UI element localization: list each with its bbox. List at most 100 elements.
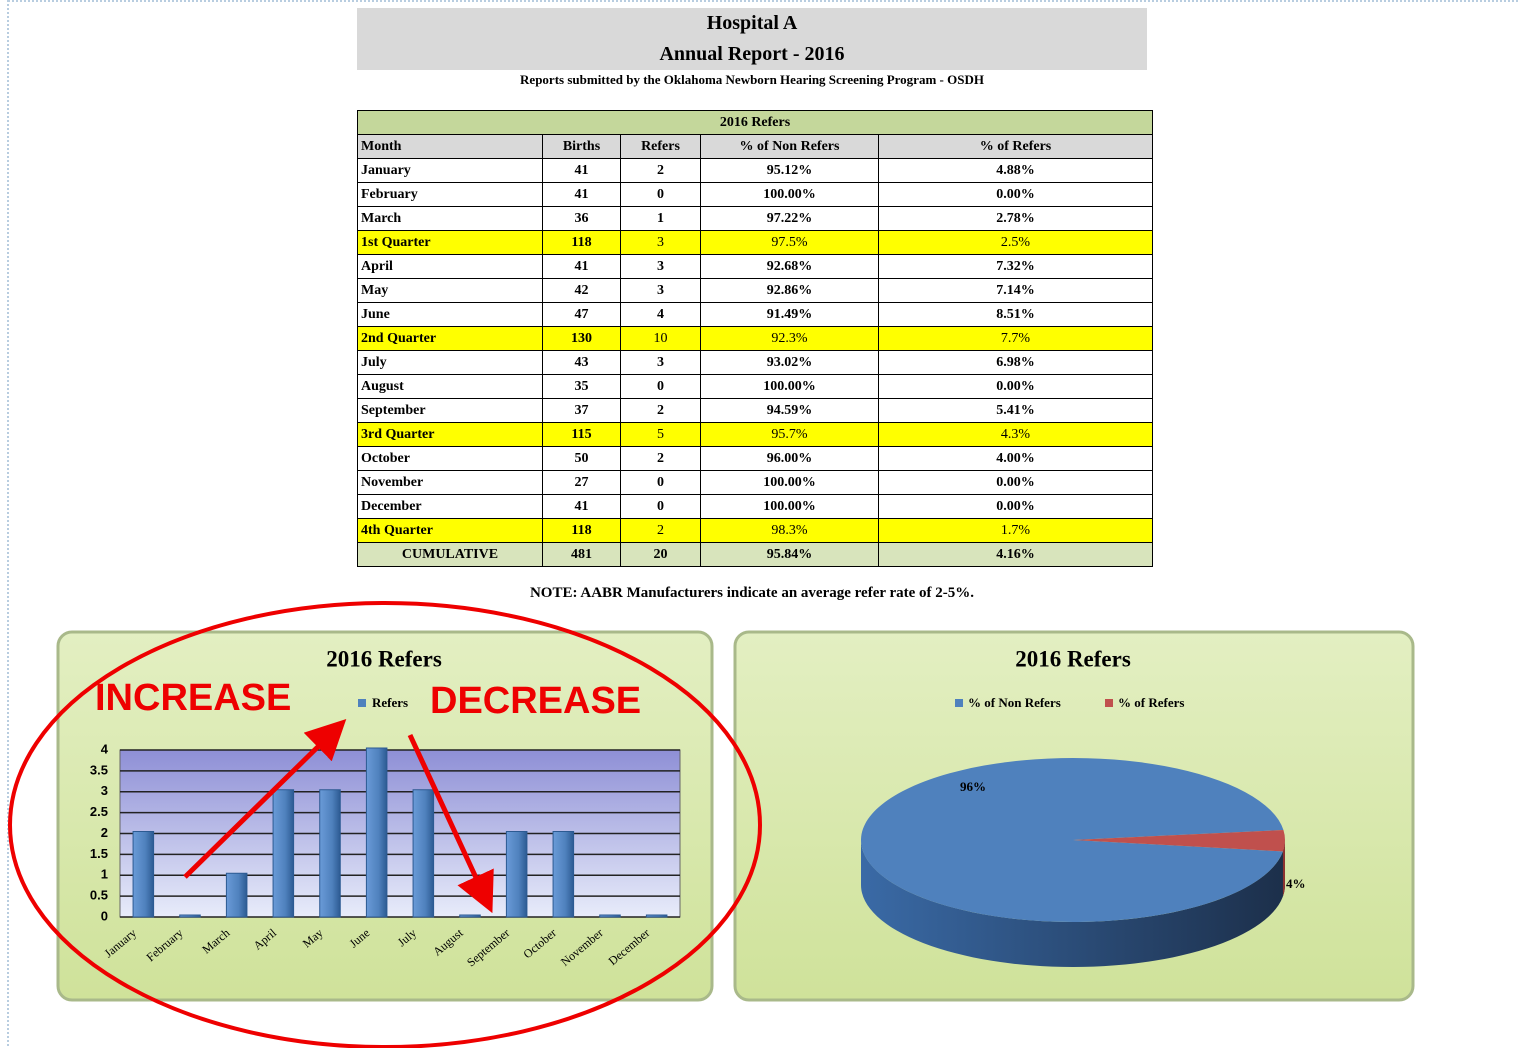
table-row: CUMULATIVE 481 20 95.84% 4.16% — [357, 542, 1153, 567]
table-cell: 4.88% — [878, 158, 1153, 183]
y-tick-label: 0.5 — [90, 888, 108, 903]
pie-slice-side — [1282, 840, 1285, 897]
pie-slice — [1073, 830, 1285, 852]
table-cell: 3 — [620, 278, 701, 303]
table-cell: 95.84% — [700, 542, 879, 567]
y-tick-label: 2 — [101, 825, 108, 840]
refers-table: 2016 Refers Month Births Refers% of Non Ref… — [357, 110, 1153, 567]
table-cell: 4.00% — [878, 446, 1153, 471]
table-row: January 41 2 95.12% 4.88% — [357, 158, 1153, 183]
table-cell: 37 — [542, 398, 621, 423]
table-row: November 27 0 100.00% 0.00% — [357, 470, 1153, 495]
column-header: Month — [357, 134, 543, 159]
table-cell: 100.00% — [700, 374, 879, 399]
table-cell: 4th Quarter — [357, 518, 543, 543]
table-row: 3rd Quarter 115 5 95.7% 4.3% — [357, 422, 1153, 447]
highlight-ellipse — [8, 601, 762, 1048]
bar — [319, 789, 341, 918]
table-cell: 1.7% — [878, 518, 1153, 543]
table-title: 2016 Refers — [357, 110, 1153, 135]
y-tick-label: 1.5 — [90, 846, 108, 861]
table-row: September 37 2 94.59% 5.41% — [357, 398, 1153, 423]
column-header: Births — [542, 134, 621, 159]
table-cell: 2 — [620, 158, 701, 183]
table-cell: 41 — [542, 182, 621, 207]
table-cell: 2.5% — [878, 230, 1153, 255]
table-cell: 0.00% — [878, 494, 1153, 519]
chart-title: 2016 Refers — [1015, 646, 1131, 671]
table-cell: November — [357, 470, 543, 495]
pie-side — [861, 840, 1285, 967]
table-cell: 6.98% — [878, 350, 1153, 375]
bar — [365, 747, 388, 918]
table-cell: 95.7% — [700, 422, 879, 447]
table-cell: 0.00% — [878, 470, 1153, 495]
table-row: August 35 0 100.00% 0.00% — [357, 374, 1153, 399]
legend-swatch — [358, 699, 366, 707]
table-row: December 41 0 100.00% 0.00% — [357, 494, 1153, 519]
table-cell: 93.02% — [700, 350, 879, 375]
table-cell: 2nd Quarter — [357, 326, 543, 351]
table-cell: 92.86% — [700, 278, 879, 303]
table-cell: December — [357, 494, 543, 519]
y-tick-label: 1 — [101, 867, 108, 882]
bar — [599, 914, 621, 918]
table-cell: August — [357, 374, 543, 399]
table-title-row: 2016 Refers — [357, 110, 1153, 135]
table-cell: 7.14% — [878, 278, 1153, 303]
y-tick-label: 0 — [101, 908, 108, 923]
column-header: Refers — [620, 134, 701, 159]
table-cell: 2.78% — [878, 206, 1153, 231]
pie-label: 4% — [1286, 876, 1306, 891]
report-header: Hospital A Annual Report - 2016 — [357, 8, 1147, 70]
y-tick-label: 3.5 — [90, 762, 108, 777]
table-row: October 50 2 96.00% 4.00% — [357, 446, 1153, 471]
table-cell: 481 — [542, 542, 621, 567]
table-cell: 0 — [620, 374, 701, 399]
table-cell: 4.16% — [878, 542, 1153, 567]
table-row: 4th Quarter 118 2 98.3% 1.7% — [357, 518, 1153, 543]
table-cell: 98.3% — [700, 518, 879, 543]
table-row: April 41 3 92.68% 7.32% — [357, 254, 1153, 279]
bar — [552, 831, 575, 918]
chart-title: 2016 Refers — [326, 646, 442, 671]
y-tick-label: 4 — [101, 741, 109, 756]
table-row: May 42 3 92.86% 7.14% — [357, 278, 1153, 303]
table-cell: April — [357, 254, 543, 279]
y-tick-label: 2.5 — [90, 804, 108, 819]
bar — [505, 831, 528, 918]
legend-label: % of Non Refers — [968, 695, 1061, 710]
annotation: INCREASE — [95, 677, 291, 719]
table-row: June 47 4 91.49% 8.51% — [357, 302, 1153, 327]
bar — [179, 914, 201, 918]
table-cell: 3 — [620, 350, 701, 375]
table-cell: 92.3% — [700, 326, 879, 351]
report-subtitle: Annual Report - 2016 — [659, 43, 845, 65]
table-cell: February — [357, 182, 543, 207]
table-cell: 94.59% — [700, 398, 879, 423]
bar — [459, 914, 481, 918]
table-cell: 8.51% — [878, 302, 1153, 327]
table-row: 1st Quarter 118 3 97.5% 2.5% — [357, 230, 1153, 255]
arrow — [407, 733, 494, 914]
annotation: DECREASE — [430, 680, 641, 722]
table-cell: 27 — [542, 470, 621, 495]
table-row: July 43 3 93.02% 6.98% — [357, 350, 1153, 375]
bar — [225, 872, 248, 918]
note: NOTE: AABR Manufacturers indicate an ave… — [529, 585, 975, 601]
table-cell: 4.3% — [878, 422, 1153, 447]
bar — [132, 831, 155, 918]
table-cell: 41 — [542, 494, 621, 519]
legend-label: % of Refers — [1118, 695, 1184, 710]
legend-swatch — [1105, 699, 1113, 707]
table-cell: 95.12% — [700, 158, 879, 183]
report-source: Reports submitted by the Oklahoma Newbor… — [520, 72, 984, 87]
table-cell: 43 — [542, 350, 621, 375]
table-cell: 7.32% — [878, 254, 1153, 279]
pie-label: 96% — [960, 779, 986, 794]
table-row: February 41 0 100.00% 0.00% — [357, 182, 1153, 207]
arrow — [183, 719, 347, 879]
table-cell: June — [357, 302, 543, 327]
